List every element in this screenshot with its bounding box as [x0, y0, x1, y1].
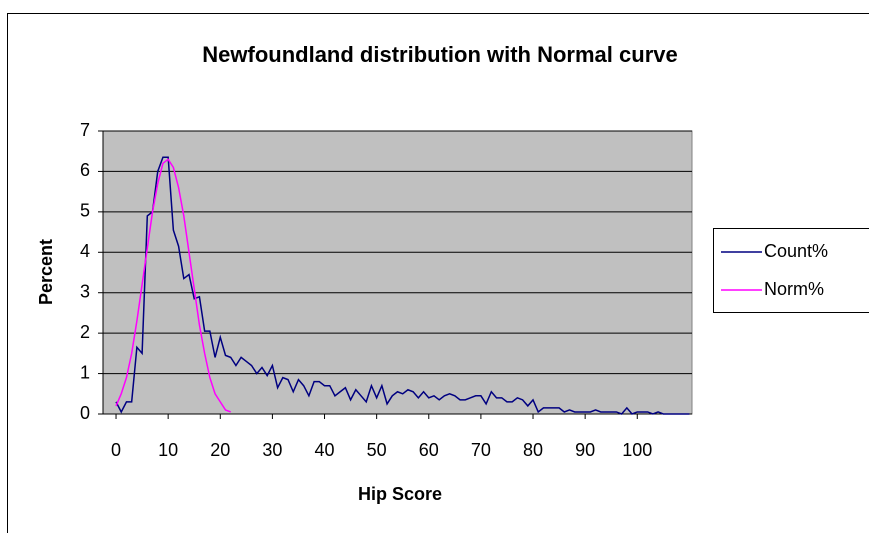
x-tick-label: 10: [158, 440, 178, 460]
y-tick-label: 6: [80, 160, 90, 180]
series-line: [115, 158, 231, 413]
y-tick-label: 3: [80, 281, 90, 301]
x-tick-label: 30: [262, 440, 282, 460]
x-tick-label: 70: [471, 440, 491, 460]
x-tick-label: 50: [367, 440, 387, 460]
x-tick-label: 60: [419, 440, 439, 460]
legend-box: [713, 228, 869, 313]
y-tick-label: 5: [80, 201, 90, 221]
y-tick-label: 4: [80, 241, 90, 261]
y-tick-label: 1: [80, 362, 90, 382]
x-tick-label: 100: [622, 440, 652, 460]
x-tick-label: 90: [575, 440, 595, 460]
chart-title: Newfoundland distribution with Normal cu…: [202, 42, 677, 67]
x-tick-label: 20: [210, 440, 230, 460]
y-tick-label: 7: [80, 120, 90, 140]
series-line: [115, 156, 690, 415]
y-axis-label: Percent: [36, 239, 56, 305]
x-tick-label: 0: [111, 440, 121, 460]
x-tick-label: 40: [315, 440, 335, 460]
legend-label: Norm%: [764, 279, 824, 299]
y-tick-label: 2: [80, 322, 90, 342]
y-tick-label: 0: [80, 403, 90, 423]
legend-label: Count%: [764, 241, 828, 261]
plot-area: [102, 130, 693, 415]
x-axis-label: Hip Score: [358, 484, 442, 504]
x-tick-label: 80: [523, 440, 543, 460]
